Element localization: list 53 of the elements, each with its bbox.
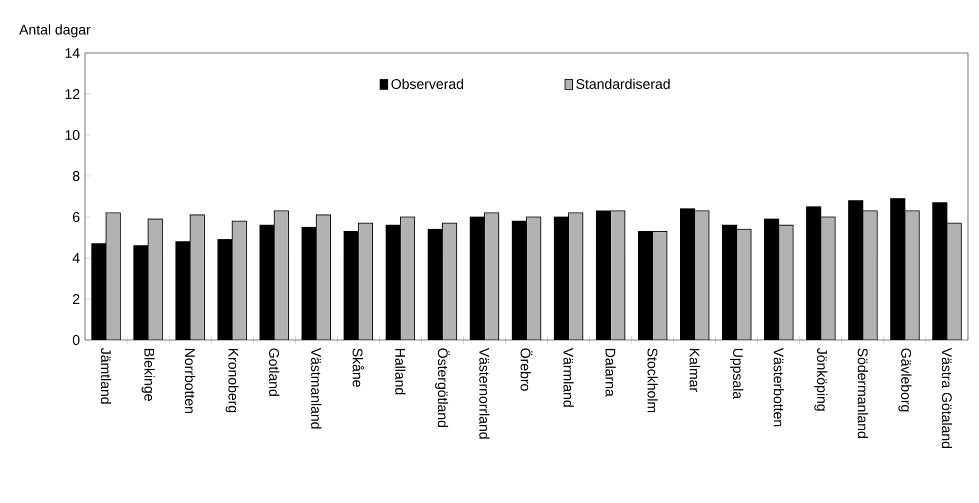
bar [400, 216, 416, 340]
x-tick-label: Skåne [352, 348, 364, 387]
bar [904, 210, 920, 340]
y-tick-label: 0 [72, 335, 80, 345]
x-tick-label: Stockholm [647, 348, 658, 412]
y-tick-label: 12 [66, 89, 80, 99]
bar [442, 222, 458, 340]
x-tick-label: Västra Götaland [942, 348, 952, 448]
y-tick-label: 14 [66, 48, 80, 58]
x-tick-label: Uppsala [730, 348, 744, 400]
x-tick-label: Jämtland [100, 348, 112, 404]
x-tick-label: Västerbotten [774, 348, 784, 426]
y-tick-label: 6 [73, 212, 80, 222]
bar [694, 210, 710, 340]
bar [190, 214, 205, 340]
bar [778, 224, 794, 340]
x-tick-label: Gotland [269, 348, 280, 396]
x-tick-label: Kalmar [690, 348, 700, 392]
x-tick-label: Östergötland [435, 348, 450, 428]
bar [862, 210, 878, 340]
bar [652, 230, 668, 340]
bar [526, 216, 542, 340]
x-tick-label: Kronoberg [226, 348, 239, 412]
x-tick-label: Halland [395, 348, 406, 394]
bar [274, 210, 289, 340]
bar [820, 216, 836, 340]
x-tick-label: Blekinge [142, 348, 155, 401]
x-tick-label: Västernorrland [479, 348, 490, 439]
x-tick-label: Norrbotten [184, 348, 196, 413]
bar [946, 222, 962, 340]
x-tick-label: Örebro [520, 348, 532, 391]
x-tick-label: Dalarna [605, 348, 616, 397]
bar [610, 210, 626, 340]
x-tick-label: Värmland [563, 348, 574, 407]
y-tick-label: 8 [72, 171, 80, 181]
y-tick-label: 10 [66, 130, 80, 140]
bar [484, 212, 500, 340]
bar [736, 228, 752, 340]
bar [106, 212, 121, 340]
x-tick-label: Västmanland [311, 348, 322, 429]
x-tick-label: Gävleborg [898, 348, 912, 412]
x-tick-label: Södermanland [858, 348, 868, 438]
bar [232, 220, 247, 340]
bar [568, 212, 584, 340]
bar [316, 214, 331, 340]
bar [148, 218, 163, 340]
bar [358, 222, 374, 340]
legend-label: Observerad [391, 78, 464, 89]
x-tick-label: Jönköping [814, 348, 828, 411]
y-axis-title: Antal dagar [19, 24, 90, 38]
legend-label: Standardiserad [576, 78, 670, 89]
y-tick-label: 2 [73, 294, 80, 304]
y-tick-label: 4 [72, 253, 80, 263]
